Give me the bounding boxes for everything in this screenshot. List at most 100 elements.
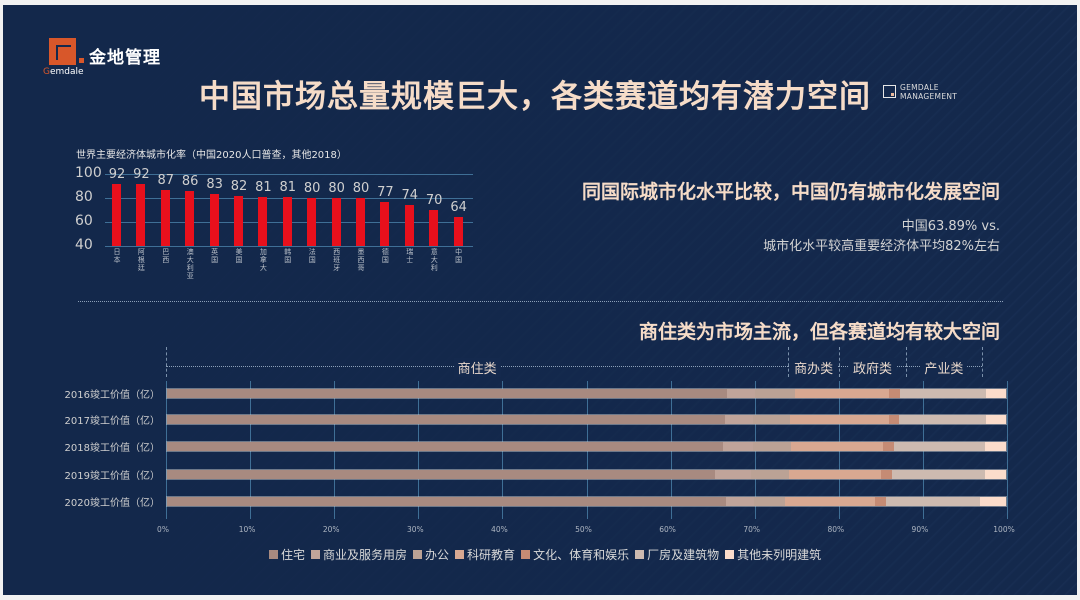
note-line2: 城市化水平较高重要经济体平均82%左右: [763, 239, 1000, 254]
group-boundary: [166, 347, 167, 377]
brand-name-cn: 金地管理: [89, 48, 161, 68]
bar-segment: [875, 497, 886, 506]
bar-segment: [167, 497, 726, 506]
bar-segment: [727, 389, 756, 398]
category-label: 瑞士: [406, 248, 414, 264]
legend-item: 住宅: [269, 546, 305, 563]
bar: [404, 205, 414, 246]
bar-value-label: 83: [206, 177, 223, 193]
bar-segment: [891, 470, 985, 479]
bar-value-label: 86: [181, 173, 199, 189]
group-label: 政府类: [848, 358, 896, 377]
x-tick-label: 80%: [827, 525, 845, 534]
x-tick-label: 90%: [911, 525, 929, 534]
category-label: 中国: [455, 248, 463, 264]
bar: [160, 189, 170, 246]
bar: [234, 195, 243, 246]
y-category-label: 2018竣工价值（亿）: [64, 443, 160, 454]
bar: [380, 201, 390, 246]
bar-value-label: 64: [450, 200, 467, 216]
bar-value-label: 81: [279, 179, 297, 195]
bar-segment: [985, 389, 1006, 398]
bar: [453, 217, 463, 246]
group-boundary: [981, 347, 983, 377]
bar: [112, 183, 121, 246]
bar: [429, 210, 439, 246]
y-gridline: [105, 246, 473, 247]
legend-label: 文化、体育和娱乐: [533, 548, 630, 562]
bar-segment: [888, 415, 900, 424]
partner-line1: GEMDALE: [900, 83, 939, 92]
category-label: 韩国: [284, 248, 292, 264]
section-divider: [78, 301, 1003, 302]
x-tick-label: 50%: [575, 525, 592, 534]
category-label: 英国: [211, 248, 219, 264]
y-category-label: 2019竣工价值（亿）: [64, 471, 160, 482]
category-label: 德国: [381, 248, 389, 264]
group-boundary: [838, 347, 840, 377]
legend-item: 文化、体育和娱乐: [521, 546, 629, 563]
bar-segment: [714, 470, 751, 479]
bar-segment: [724, 415, 754, 424]
category-label: 美国: [235, 248, 243, 264]
category-label: 阿根廷: [137, 248, 145, 272]
bar-segment: [755, 389, 796, 398]
legend-item: 商业及服务用房: [311, 546, 407, 563]
legend-label: 其他未列明建筑: [737, 548, 822, 562]
category-label: 意大利: [430, 248, 438, 272]
legend-label: 科研教育: [467, 548, 516, 562]
bar-segment: [899, 415, 986, 424]
category-label: 西班牙: [333, 248, 341, 272]
y-category-label: 2017竣工价值（亿）: [64, 416, 160, 427]
note-line1: 中国63.89% vs.: [901, 219, 1000, 234]
bar-segment: [754, 497, 786, 506]
bar-segment: [753, 442, 792, 451]
bar-segment: [785, 497, 876, 506]
legend-label: 住宅: [281, 548, 306, 562]
group-label: 商住类: [453, 358, 501, 377]
bar-segment: [167, 470, 715, 479]
legend-label: 商业及服务用房: [323, 548, 408, 562]
slide: 金地管理 Gemdale 中国市场总量规模巨大，各类赛道均有潜力空间 GEMDA…: [3, 5, 1077, 595]
legend-item: 厂房及建筑物: [635, 546, 719, 563]
category-label: 日本: [113, 248, 121, 264]
bar: [209, 194, 219, 246]
urbanization-chart-title: 世界主要经济体城市化率（中国2020人口普查，其他2018）: [76, 150, 347, 161]
category-label: 澳大利亚: [186, 248, 194, 280]
bar-segment: [753, 415, 791, 424]
bar-value-label: 81: [255, 179, 272, 195]
bar-segment: [167, 415, 725, 424]
bar-value-label: 82: [230, 178, 248, 194]
bar-segment: [889, 389, 901, 398]
page-title: 中国市场总量规模巨大，各类赛道均有潜力空间: [199, 79, 871, 115]
bar-segment: [893, 442, 985, 451]
brand-name-en: Gemdale: [43, 67, 84, 77]
bar-segment: [883, 442, 894, 451]
category-label: 加拿大: [259, 248, 267, 272]
bar-value-label: 70: [425, 193, 443, 208]
bar-segment: [979, 497, 1006, 506]
chart2-legend: 住宅 商业及服务用房 办公 科研教育 文化、体育和娱乐 厂房及建筑物 其他未列明建筑: [269, 546, 823, 563]
brand-initial: G: [43, 67, 50, 77]
category-label: 法国: [308, 248, 316, 264]
bar-segment: [167, 442, 724, 451]
section2-heading: 商住类为市场主流，但各赛道均有较大空间: [638, 321, 1000, 343]
group-label: 商办类: [790, 358, 838, 377]
bar-value-label: 87: [157, 172, 175, 188]
x-tick-label: 60%: [659, 525, 676, 534]
x-tick-label: 70%: [743, 525, 761, 534]
bar-value-label: 74: [401, 188, 419, 204]
bar: [331, 198, 341, 246]
stacked-bar-row: [166, 469, 1007, 480]
bar-segment: [984, 470, 1006, 479]
group-label: 产业类: [920, 358, 968, 377]
bar-value-label: 77: [377, 184, 394, 200]
x-gridline: [1007, 381, 1008, 519]
bar-segment: [795, 389, 890, 398]
bar: [258, 196, 268, 246]
bar: [356, 198, 365, 246]
group-boundary: [906, 347, 908, 377]
partner-line2: MANAGEMENT: [900, 92, 958, 101]
legend-swatch-icon: [725, 550, 735, 559]
bar: [307, 198, 317, 246]
